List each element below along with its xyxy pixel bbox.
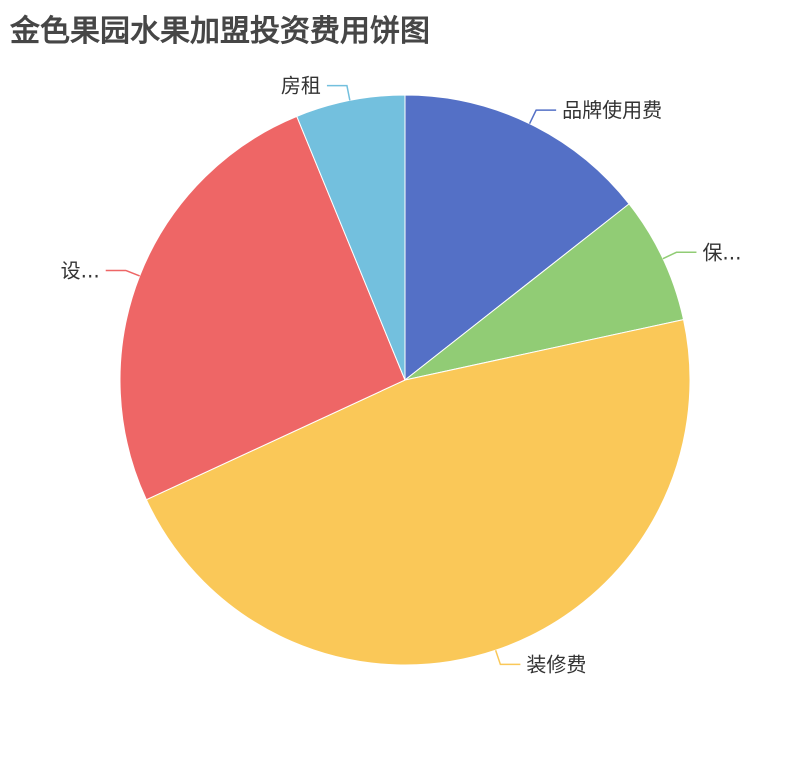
slice-label: 保... [702,240,741,264]
label-line [105,269,140,277]
pie-slice[interactable] [404,94,630,382]
pie-slice[interactable] [119,115,406,501]
slice-label: 设... [61,258,100,282]
chart-title: 金色果园水果加盟投资费用饼图 [10,14,430,49]
pie-slice[interactable] [145,318,691,666]
pie-slice[interactable] [404,203,685,381]
label-line [528,109,557,124]
label-line [494,649,521,666]
label-line [662,251,697,260]
label-line [326,84,351,101]
slice-label: 房租 [281,74,321,98]
slice-label: 装修费 [526,652,586,676]
slice-label: 品牌使用费 [562,98,662,122]
